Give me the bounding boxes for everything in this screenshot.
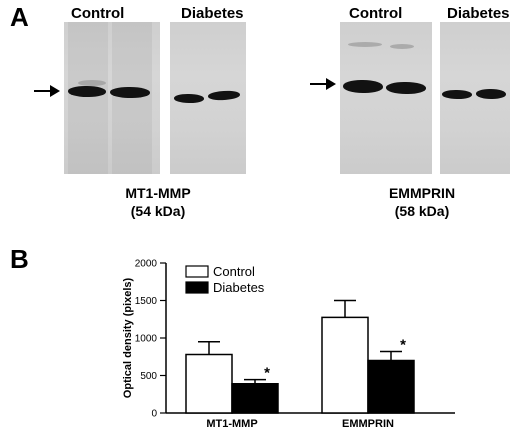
emmprin-protein-label: EMMPRIN (58 kDa) [372,184,472,220]
mt1-mmp-name: MT1-MMP [125,185,191,201]
x-category-label: EMMPRIN [342,418,394,430]
y-axis-label: Optical density (pixels) [122,277,134,398]
emmprin-band-arrow [310,78,336,90]
mt1-mmp-diabetes-band-1 [174,94,204,103]
right-blot-diabetes-label: Diabetes [447,5,510,22]
significance-asterisk: * [400,337,406,354]
legend-label-diabetes: Diabetes [213,280,265,295]
y-tick-label: 1500 [135,296,158,307]
legend-swatch-control [185,265,209,278]
emmprin-diabetes-blot [440,22,510,174]
legend-swatch-diabetes [185,281,209,294]
mt1-mmp-control-band-2 [110,87,150,98]
bar-control-mt1-mmp [185,353,233,414]
mt1-mmp-weight: (54 kDa) [130,203,186,219]
mt1-mmp-diabetes-blot [170,22,246,174]
x-category-label: MT1-MMP [206,418,257,430]
bar-diabetes-emmprin [367,359,415,414]
mt1-mmp-protein-label: MT1-MMP (54 kDa) [108,184,208,220]
left-blot-control-label: Control [71,5,125,22]
y-tick-label: 1000 [135,334,158,345]
mt1-mmp-control-blot [64,22,160,174]
significance-asterisk: * [264,365,270,382]
emmprin-name: EMMPRIN [388,185,456,201]
emmprin-control-band-1 [343,80,383,93]
emmprin-weight: (58 kDa) [394,203,450,219]
y-tick-label: 500 [140,371,157,382]
legend-label-control: Control [213,264,255,279]
bar-control-emmprin [321,316,369,414]
bar-diabetes-mt1-mmp [231,383,279,414]
y-tick-label: 2000 [135,259,158,270]
panel-b-letter: B [10,244,29,274]
y-tick-label: 0 [151,409,157,420]
mt1-mmp-band-arrow [34,85,60,97]
right-blot-control-label: Control [349,5,403,22]
emmprin-control-band-2 [386,82,426,94]
emmprin-diabetes-band-1 [442,90,472,99]
left-blot-diabetes-label: Diabetes [181,5,244,22]
mt1-mmp-control-band-1 [68,86,106,97]
emmprin-diabetes-band-2 [476,89,506,99]
emmprin-control-blot [340,22,432,174]
panel-a-letter: A [10,2,29,32]
